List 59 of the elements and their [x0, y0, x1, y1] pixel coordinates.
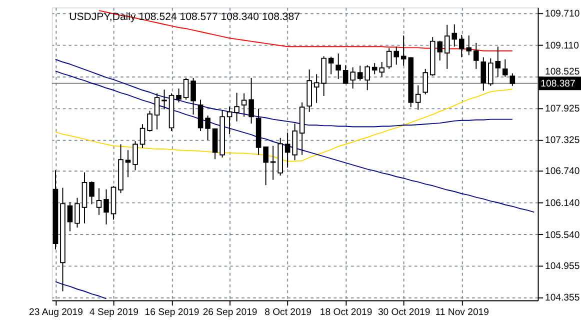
- candlestick: [422, 68, 428, 95]
- x-tick-label: 16 Sep 2019: [144, 307, 200, 318]
- candlestick: [248, 77, 254, 124]
- y-tick-label: 106.140: [544, 198, 580, 209]
- y-tick-label: 104.355: [544, 292, 580, 304]
- candlestick: [342, 64, 348, 84]
- candlestick: [328, 56, 334, 75]
- candlestick: [226, 106, 232, 135]
- y-tick-label: 107.925: [544, 103, 580, 114]
- candlestick: [336, 53, 341, 80]
- candlestick: [510, 72, 516, 86]
- chart-title: USDJPY,Daily 108.524 108.577 108.340 108.387: [69, 10, 300, 23]
- ref-line-label: 108.387: [540, 78, 576, 90]
- candlestick: [480, 56, 486, 92]
- y-tick-label: 109.710: [544, 8, 580, 20]
- line-series: [55, 70, 535, 213]
- candlestick: [140, 124, 146, 148]
- line-series: [55, 58, 513, 128]
- candlestick: [154, 92, 160, 130]
- candlestick: [183, 77, 189, 100]
- candlestick: [74, 197, 80, 228]
- candlestick: [415, 84, 421, 110]
- y-tick-label: 105.540: [544, 230, 580, 241]
- x-tick-label: 11 Nov 2019: [435, 307, 489, 318]
- y-tick-label: 107.325: [544, 135, 580, 146]
- candlestick: [350, 66, 356, 90]
- candlestick: [212, 128, 218, 160]
- y-tick-label: 108.525: [544, 66, 580, 78]
- x-tick-label: 23 Aug 2019: [29, 307, 83, 318]
- candlestick: [263, 146, 268, 186]
- y-tick-label: 104.955: [544, 260, 580, 272]
- candlestick: [473, 42, 479, 70]
- candlestick: [147, 110, 152, 132]
- line-series: [55, 281, 107, 300]
- candlestick: [190, 77, 196, 116]
- x-tick-label: 8 Oct 2019: [264, 307, 312, 318]
- candlestick: [125, 150, 131, 178]
- x-tick-label: 18 Oct 2019: [320, 307, 372, 318]
- candlestick: [96, 188, 102, 216]
- candlestick: [132, 140, 138, 171]
- x-tick-label: 26 Sep 2019: [202, 307, 258, 318]
- candlestick: [234, 92, 240, 122]
- candlestick: [176, 88, 182, 103]
- y-tick-label: 109.110: [544, 40, 579, 52]
- candlestick: [104, 188, 109, 225]
- candlestick: [241, 92, 247, 118]
- x-tick-label: 30 Oct 2019: [378, 307, 430, 318]
- candlestick: [270, 145, 276, 180]
- candlestick: [292, 123, 298, 161]
- candlestick: [314, 74, 320, 104]
- candlestick: [162, 89, 167, 110]
- candlestick: [89, 180, 94, 205]
- y-tick-label: 106.740: [544, 166, 580, 178]
- x-tick-label: 4 Sep 2019: [89, 307, 139, 318]
- candlestick: [502, 58, 508, 78]
- candlestick: [198, 99, 204, 132]
- candlestick: [284, 132, 290, 168]
- candlestick: [67, 202, 73, 232]
- candlestick: [205, 115, 210, 140]
